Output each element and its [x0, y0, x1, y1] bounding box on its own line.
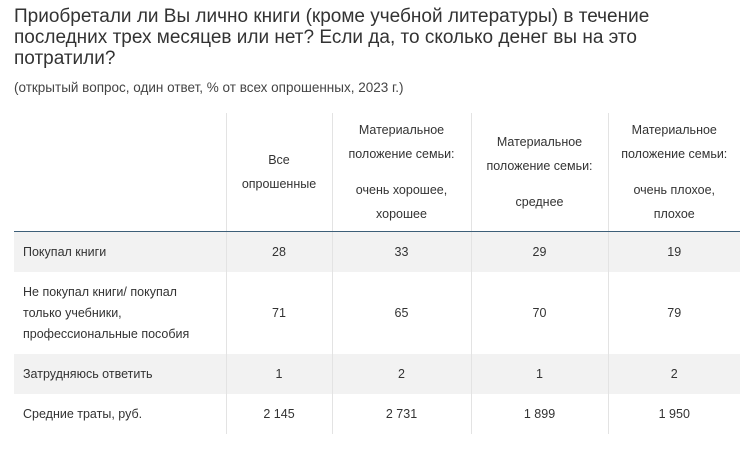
cell-value: 2 [331, 354, 471, 394]
cell-value: 19 [607, 231, 740, 272]
cell-value: 70 [470, 272, 608, 354]
cell-value: 2 [607, 354, 740, 394]
header-good-line2: очень хорошее, хорошее [355, 183, 448, 221]
row-label: Не покупал книги/ покупал только учебник… [23, 284, 190, 341]
cell-value: 29 [470, 231, 608, 272]
survey-table: Все опрошенные Материальное положение се… [14, 113, 740, 434]
header-cell-bad: Материальное положение семьи: очень плох… [607, 113, 740, 232]
table-row: Средние траты, руб. 2 145 2 731 1 899 1 … [14, 394, 740, 434]
header-average-line2: среднее [515, 195, 564, 209]
table-row: Затрудняюсь ответить 1 2 1 2 [14, 354, 740, 394]
cell-value: 71 [225, 272, 332, 354]
cell-value: 79 [607, 272, 740, 354]
cell-value: 1 [225, 354, 332, 394]
page-subtitle: (открытый вопрос, один ответ, % от всех … [14, 80, 404, 95]
header-bad-line1: Материальное положение семьи: [621, 123, 728, 161]
cell-value: 33 [331, 231, 471, 272]
header-cell-good: Материальное положение семьи: очень хоро… [331, 113, 471, 232]
cell-value: 2 145 [225, 394, 332, 434]
cell-value: 1 899 [470, 394, 608, 434]
page-title: Приобретали ли Вы лично книги (кроме уче… [14, 6, 650, 69]
header-bad-line2: очень плохое, плохое [633, 183, 716, 221]
header-cell-empty [14, 113, 226, 232]
header-cell-average: Материальное положение семьи: среднее [470, 113, 608, 232]
row-label: Средние траты, руб. [23, 406, 143, 421]
cell-value: 2 731 [331, 394, 471, 434]
cell-value: 28 [225, 231, 332, 272]
cell-value: 1 [470, 354, 608, 394]
row-label: Покупал книги [14, 231, 226, 272]
header-cell-all: Все опрошенные [225, 113, 332, 232]
table-row: Покупал книги 28 33 29 19 [14, 231, 740, 272]
header-average-line1: Материальное положение семьи: [486, 135, 593, 173]
table-row: Не покупал книги/ покупал только учебник… [14, 272, 740, 354]
table-header-row: Все опрошенные Материальное положение се… [14, 113, 740, 232]
cell-value: 65 [331, 272, 471, 354]
row-label: Затрудняюсь ответить [14, 354, 226, 394]
header-good-line1: Материальное положение семьи: [348, 123, 455, 161]
header-all-label: Все опрошенные [241, 153, 317, 191]
cell-value: 1 950 [607, 394, 740, 434]
